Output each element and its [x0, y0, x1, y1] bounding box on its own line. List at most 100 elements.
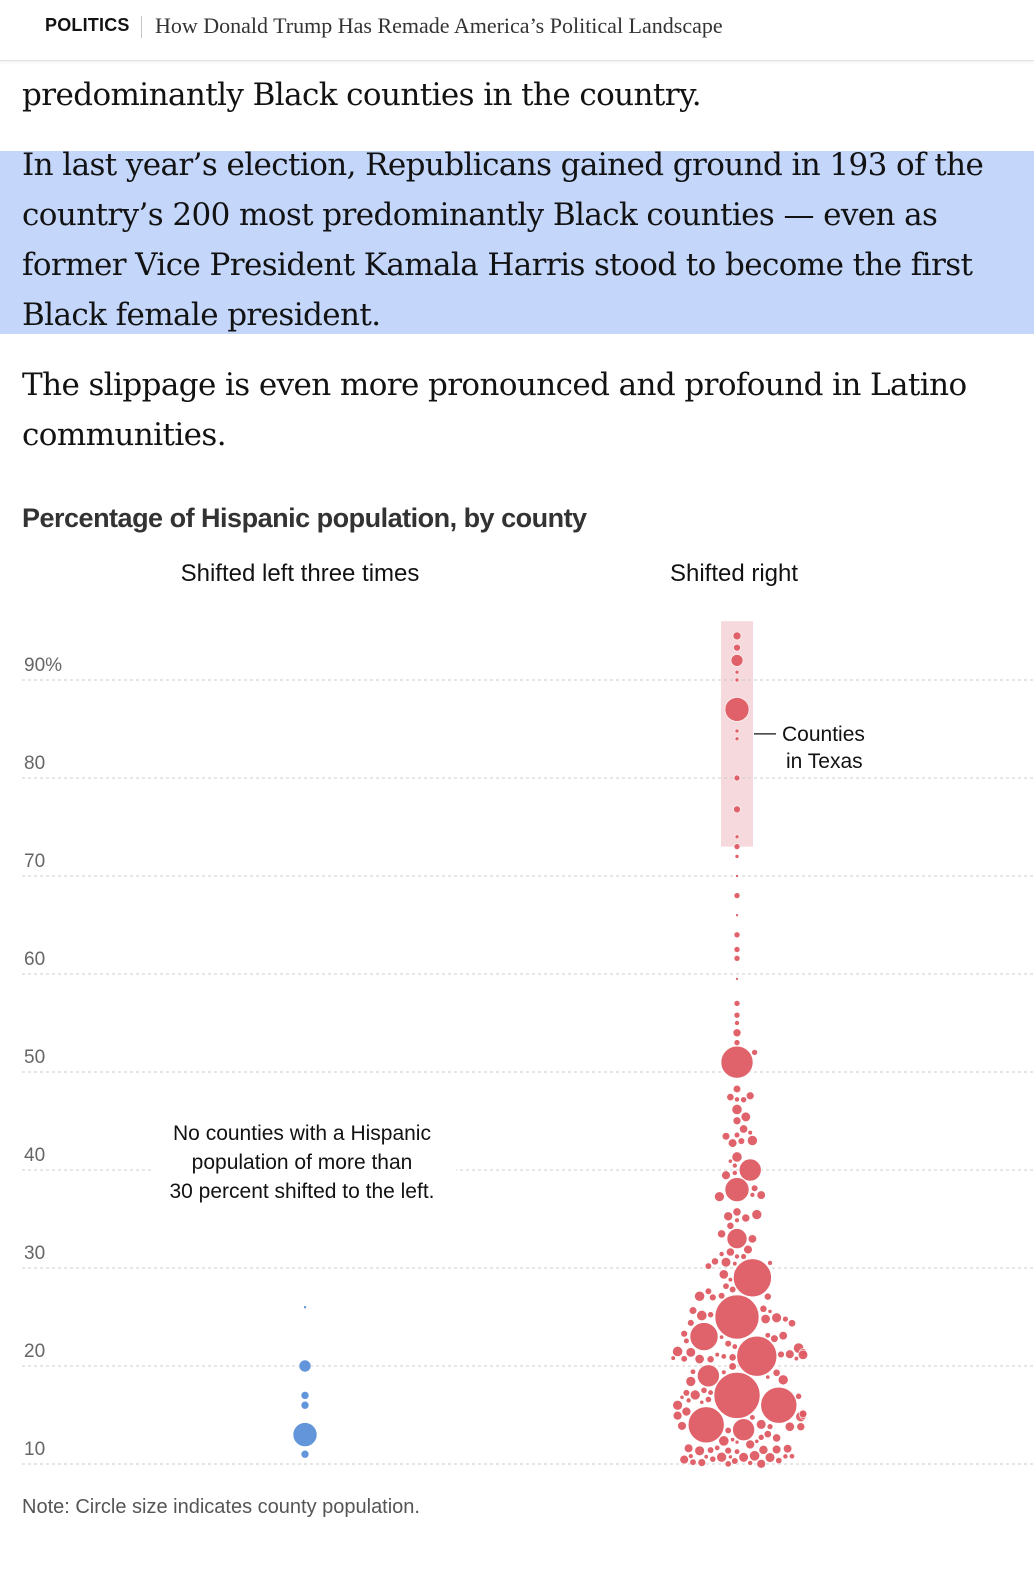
data-point-shifted-right	[735, 977, 739, 981]
data-point-shifted-right	[717, 1292, 726, 1300]
no-counties-annotation-text: No counties with a Hispanic	[173, 1122, 431, 1145]
data-point-shifted-right	[688, 1453, 694, 1459]
data-point-shifted-right	[694, 1445, 705, 1456]
data-point-shifted-right	[727, 1277, 733, 1283]
data-point-shifted-right	[795, 1392, 802, 1400]
data-point-shifted-right	[713, 1372, 761, 1419]
data-point-shifted-right	[789, 1453, 795, 1460]
y-tick-label: 70	[24, 851, 45, 872]
data-point-shifted-right	[778, 1331, 788, 1341]
data-point-shifted-right	[685, 1347, 696, 1358]
data-point-shifted-right	[683, 1443, 694, 1453]
data-point-shifted-right	[724, 1446, 732, 1455]
series-label-shifted-right: Shifted right	[669, 560, 799, 587]
y-tick-label: 90%	[24, 655, 62, 676]
data-point-shifted-right	[745, 1439, 755, 1450]
data-point-shifted-right	[759, 1304, 768, 1313]
data-point-shifted-right	[751, 1049, 758, 1056]
data-point-shifted-right	[733, 805, 741, 814]
data-point-shifted-right	[735, 913, 739, 918]
data-point-shifted-right	[718, 1269, 729, 1280]
data-point-shifted-right	[732, 1207, 742, 1217]
data-point-shifted-right	[689, 1458, 697, 1466]
data-point-shifted-right	[766, 1423, 774, 1430]
data-point-shifted-right	[734, 1020, 740, 1026]
data-point-shifted-right	[763, 1430, 772, 1439]
data-point-shifted-right	[704, 1262, 712, 1270]
article-paragraph-1: predominantly Black counties in the coun…	[22, 77, 702, 113]
section-label[interactable]: POLITICS	[45, 15, 130, 35]
data-point-shifted-right	[758, 1445, 769, 1455]
data-point-shifted-right	[721, 1369, 727, 1375]
article-paragraph-3: The slippage is even more pronounced and…	[22, 367, 967, 453]
data-point-shifted-right	[677, 1421, 687, 1431]
text-selection-highlight	[0, 151, 1034, 334]
data-point-shifted-right	[750, 1184, 759, 1192]
data-point-shifted-right	[704, 1396, 712, 1403]
data-point-shifted-right	[706, 1355, 715, 1364]
y-tick-label: 30	[24, 1243, 45, 1264]
data-point-shifted-right	[716, 1451, 727, 1463]
data-point-shifted-right	[754, 1438, 760, 1444]
data-point-shifted-right	[679, 1394, 685, 1400]
no-counties-annotation-text: 30 percent shifted to the left.	[169, 1180, 434, 1203]
data-point-shifted-right	[738, 1158, 762, 1182]
data-point-shifted-right	[747, 1135, 758, 1146]
data-point-shifted-right	[718, 1435, 730, 1447]
data-point-shifted-right	[729, 1285, 737, 1294]
y-tick-label: 50	[24, 1047, 45, 1068]
data-point-shifted-right	[733, 946, 741, 953]
data-point-shifted-right	[689, 1368, 697, 1375]
data-point-shifted-right	[796, 1422, 806, 1432]
data-point-shifted-right	[767, 1309, 773, 1314]
data-point-shifted-right	[720, 1257, 732, 1268]
data-point-shifted-right	[733, 774, 741, 782]
data-point-shifted-right	[681, 1406, 692, 1417]
data-point-shifted-right	[724, 1340, 732, 1348]
data-point-shifted-right	[722, 1282, 730, 1290]
data-point-shifted-right	[714, 1444, 721, 1451]
data-point-shifted-right	[731, 1151, 743, 1163]
data-point-shifted-right	[683, 1337, 690, 1345]
y-tick-label: 80	[24, 753, 45, 774]
data-point-shifted-right	[740, 1253, 747, 1260]
data-point-shifted-right	[732, 1418, 755, 1442]
data-point-shifted-right	[731, 1343, 738, 1350]
data-point-shifted-right	[689, 1389, 701, 1401]
data-point-shifted-right	[728, 1353, 737, 1362]
data-point-shifted-right	[756, 1190, 766, 1200]
data-point-shifted-right	[733, 1011, 741, 1019]
data-point-shifted-right	[788, 1319, 796, 1328]
data-point-shifted-right	[728, 1362, 737, 1371]
data-point-shifted-right	[730, 1437, 736, 1443]
article-headline[interactable]: How Donald Trump Has Remade America’s Po…	[155, 13, 723, 38]
data-point-shifted-right	[680, 1355, 688, 1363]
data-point-shifted-right	[733, 955, 741, 962]
data-point-shifted-right	[728, 1158, 733, 1164]
beeswarm-chart: 90% 80 70 60 50 40 30 20 10 Counties in Texas No co…	[22, 621, 1034, 1469]
data-point-shifted-right	[697, 1458, 707, 1467]
data-point-shifted-right	[793, 1355, 799, 1362]
data-point-shifted-right	[731, 1457, 739, 1465]
data-point-shifted-right	[732, 1162, 738, 1169]
data-point-shifted-left	[292, 1422, 318, 1447]
data-point-shifted-right	[797, 1349, 809, 1360]
data-point-shifted-right	[749, 1414, 756, 1421]
data-point-shifted-right	[731, 1104, 743, 1115]
data-point-shifted-left	[300, 1391, 310, 1400]
data-point-shifted-right	[771, 1312, 782, 1323]
data-point-shifted-left	[303, 1305, 307, 1310]
data-point-shifted-right	[726, 1228, 748, 1249]
data-point-shifted-right	[687, 1406, 725, 1444]
data-point-shifted-right	[727, 1138, 738, 1148]
data-point-shifted-right	[694, 1290, 705, 1302]
data-point-shifted-right	[785, 1349, 795, 1359]
data-point-shifted-right	[747, 1130, 753, 1136]
data-point-shifted-right	[732, 1116, 742, 1126]
data-point-shifted-right	[724, 697, 750, 722]
data-point-shifted-right	[685, 1397, 692, 1404]
data-point-shifted-right	[782, 1453, 789, 1460]
data-point-shifted-right	[775, 1457, 783, 1465]
data-point-shifted-right	[756, 1459, 766, 1469]
data-point-shifted-right	[733, 843, 741, 850]
